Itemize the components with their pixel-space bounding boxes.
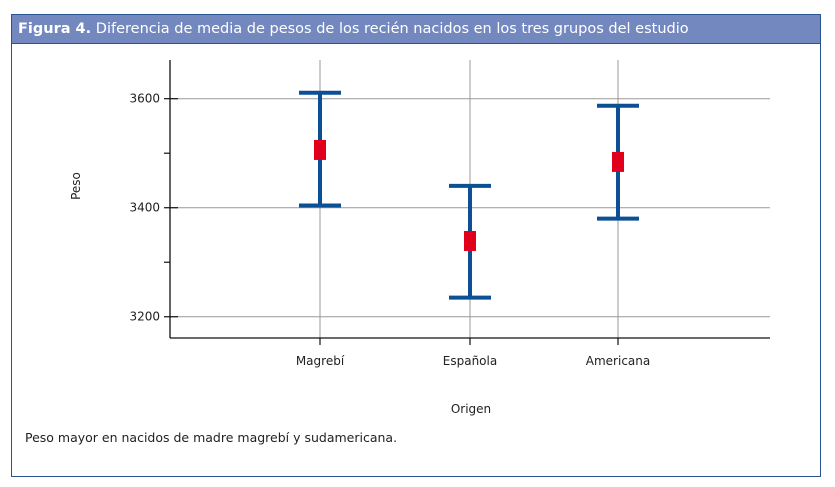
y-tick-label: 3400 <box>129 201 160 215</box>
mean-marker <box>612 151 624 172</box>
y-tick-label: 3200 <box>129 310 160 324</box>
x-tick-label: Magrebí <box>296 354 345 368</box>
figure-title: Diferencia de media de pesos de los reci… <box>95 21 689 37</box>
figure-label: Figura 4. <box>18 21 92 37</box>
x-tick-label: Americana <box>586 354 650 368</box>
x-axis-label: Origen <box>451 402 491 416</box>
y-axis-label: Peso <box>69 172 83 200</box>
figure-note: Peso mayor en nacidos de madre magrebí y… <box>25 430 398 445</box>
x-tick-label: Española <box>443 354 497 368</box>
y-tick-label: 3600 <box>129 92 160 106</box>
figure-frame: Figura 4. Diferencia de media de pesos d… <box>11 14 821 477</box>
mean-marker <box>464 230 476 251</box>
mean-marker <box>314 139 326 160</box>
figure-header: Figura 4. Diferencia de media de pesos d… <box>12 15 820 44</box>
